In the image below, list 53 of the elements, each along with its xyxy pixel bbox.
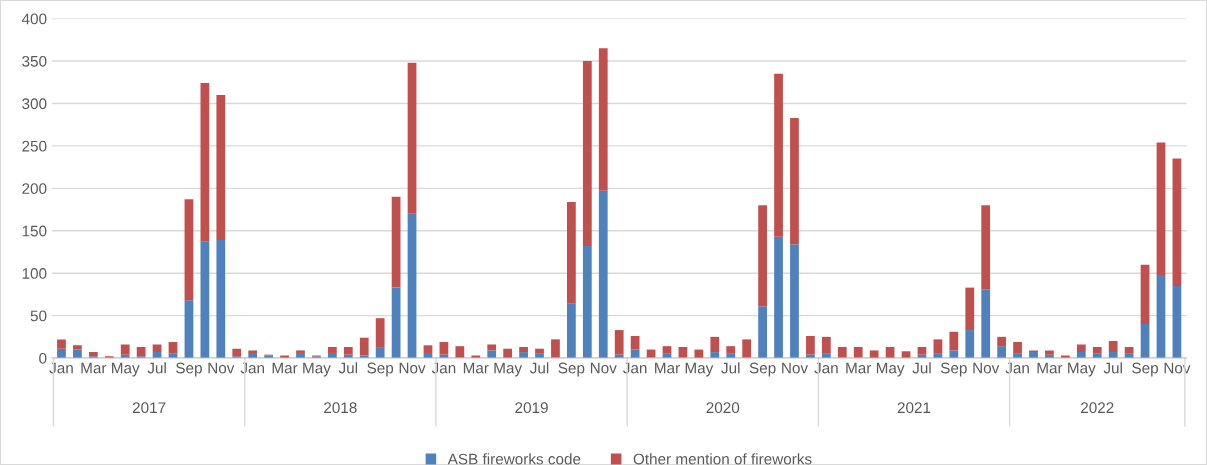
x-tick-label: Nov: [782, 362, 809, 374]
x-tick-label: Mar: [463, 362, 489, 374]
x-tick-label: Jan: [431, 362, 456, 374]
x-tick-label: Sep: [176, 362, 202, 377]
x-tick-label: Mar: [846, 362, 872, 374]
x-tick-label: May: [1068, 362, 1096, 377]
text: 2017: [132, 402, 166, 414]
text: 2019: [515, 402, 548, 414]
y-tick-label: 250: [22, 140, 47, 152]
x-tick-label: Nov: [399, 362, 426, 374]
text: 2021: [897, 402, 931, 414]
x-tick-label: May: [685, 362, 714, 377]
x-tick-label: Sep: [749, 362, 776, 377]
x-tick-label: Mar: [1037, 362, 1063, 374]
x-tick-label: Mar: [81, 362, 107, 374]
x-tick-label: May: [112, 362, 140, 377]
x-tick-label: Mar: [272, 362, 298, 374]
legend-label: ASB fireworks code: [447, 453, 581, 465]
x-tick-label: Jan: [623, 362, 647, 374]
x-tick-label: Jul: [912, 362, 931, 374]
x-tick-label: May: [494, 362, 523, 377]
x-tick-label: Jan: [49, 362, 73, 374]
y-tick-label: 350: [22, 55, 47, 67]
y-tick-label: 300: [22, 98, 47, 110]
x-tick-label: Jan: [1005, 362, 1029, 374]
y-tick-label: 200: [22, 183, 47, 195]
x-tick-label: Nov: [208, 362, 235, 374]
y-tick-label: 0: [39, 352, 47, 364]
x-tick-label: Jan: [814, 362, 838, 374]
text: 2022: [1081, 402, 1114, 414]
x-tick-label: Nov: [590, 362, 617, 374]
x-tick-label: Mar: [655, 362, 680, 374]
x-tick-label: Nov: [1164, 362, 1191, 374]
text: 2020: [706, 402, 740, 414]
y-tick-label: 50: [30, 310, 47, 322]
x-tick-label: Sep: [940, 362, 967, 377]
x-tick-label: Sep: [367, 362, 394, 377]
x-tick-label: Jul: [529, 362, 549, 374]
x-tick-label: Jul: [721, 362, 740, 374]
x-tick-label: Jul: [338, 362, 358, 374]
x-tick-label: Jan: [240, 362, 265, 374]
x-tick-label: Sep: [558, 362, 585, 377]
y-tick-label: 150: [22, 225, 47, 237]
x-tick-label: May: [876, 362, 905, 377]
x-tick-label: May: [303, 362, 331, 377]
x-tick-label: Jul: [1103, 362, 1122, 374]
x-tick-label: Nov: [973, 362, 1000, 374]
x-tick-label: Jul: [147, 362, 166, 374]
y-tick-label: 400: [21, 13, 47, 25]
legend-label: Other mention of fireworks: [633, 453, 812, 465]
text: 2018: [324, 402, 357, 414]
x-tick-label: Sep: [1132, 362, 1158, 377]
y-tick-label: 100: [22, 268, 47, 279]
